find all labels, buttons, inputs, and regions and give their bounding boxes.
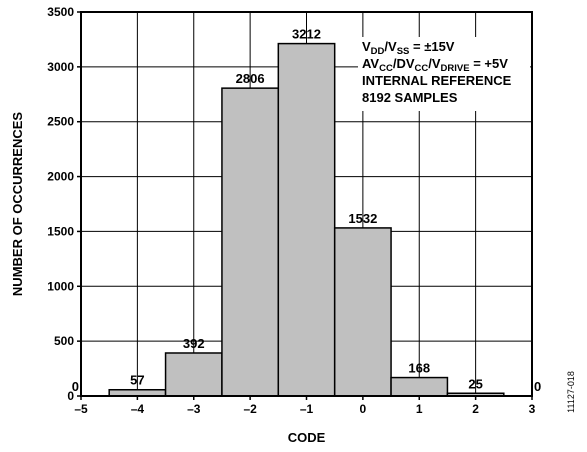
bar-value-label: 1532 — [348, 211, 377, 226]
y-tick-label: 3500 — [47, 5, 74, 19]
bar-value-label: 0 — [534, 379, 541, 394]
x-tick-label: –3 — [187, 402, 201, 416]
y-tick-label: 1000 — [47, 279, 74, 293]
annotation-subscript: DRIVE — [441, 63, 470, 74]
x-tick-label: 2 — [472, 402, 479, 416]
bar-value-label: 57 — [130, 373, 144, 388]
x-axis-ticks: –5 –4 –3 –2 –1 0 1 2 3 — [74, 396, 536, 416]
bar-data-labels: 0 57 392 2806 3212 1532 168 25 0 — [72, 27, 541, 394]
bar — [164, 352, 223, 397]
annotation-text: = ±15V — [409, 39, 454, 54]
bar-value-label: 392 — [183, 336, 205, 351]
annotation-text: /V — [384, 39, 397, 54]
y-tick-label: 2500 — [47, 115, 74, 129]
x-tick-label: 1 — [416, 402, 423, 416]
bar — [277, 42, 336, 397]
x-tick-label: –2 — [243, 402, 257, 416]
bar-value-label: 2806 — [236, 71, 265, 86]
annotation-text: 8192 SAMPLES — [362, 90, 458, 105]
bar-value-label: 3212 — [292, 27, 321, 42]
annotation-text: AV — [362, 56, 379, 71]
figure-id: 11127-018 — [566, 371, 576, 413]
annotation-text: = +5V — [470, 56, 509, 71]
annotation-line: 8192 SAMPLES — [362, 90, 458, 105]
bar — [221, 87, 280, 397]
x-tick-label: 0 — [360, 402, 367, 416]
bar-value-label: 0 — [72, 379, 79, 394]
bar — [333, 227, 392, 397]
annotation-subscript: DD — [371, 46, 385, 57]
annotation-subscript: CC — [415, 63, 429, 74]
annotation-text: INTERNAL REFERENCE — [362, 73, 512, 88]
x-axis-title: CODE — [288, 430, 326, 445]
y-tick-label: 0 — [67, 389, 74, 403]
bar — [390, 376, 449, 397]
annotation-line: VDD/VSS = ±15V — [362, 39, 455, 57]
x-tick-label: –1 — [300, 402, 314, 416]
y-tick-label: 1500 — [47, 224, 74, 238]
annotation-subscript: CC — [379, 63, 393, 74]
annotation-line: INTERNAL REFERENCE — [362, 73, 512, 88]
annotation-subscript: SS — [397, 46, 410, 57]
annotation-text: /DV — [393, 56, 415, 71]
annotation-text: V — [362, 39, 371, 54]
x-tick-label: –4 — [131, 402, 145, 416]
y-axis-ticks: 0 500 1000 1500 2000 2500 3000 3500 — [47, 5, 81, 403]
x-tick-label: 3 — [529, 402, 536, 416]
annotation-line: AVCC/DVCC/VDRIVE = +5V — [362, 56, 508, 74]
annotation-background — [358, 37, 530, 111]
y-tick-label: 2000 — [47, 170, 74, 184]
annotation-text: /V — [428, 56, 441, 71]
y-tick-label: 500 — [54, 334, 74, 348]
bar-value-label: 168 — [408, 361, 430, 376]
y-tick-label: 3000 — [47, 60, 74, 74]
x-tick-label: –5 — [74, 402, 88, 416]
bar-value-label: 25 — [468, 376, 482, 391]
y-axis-title: NUMBER OF OCCURRENCES — [10, 112, 25, 297]
